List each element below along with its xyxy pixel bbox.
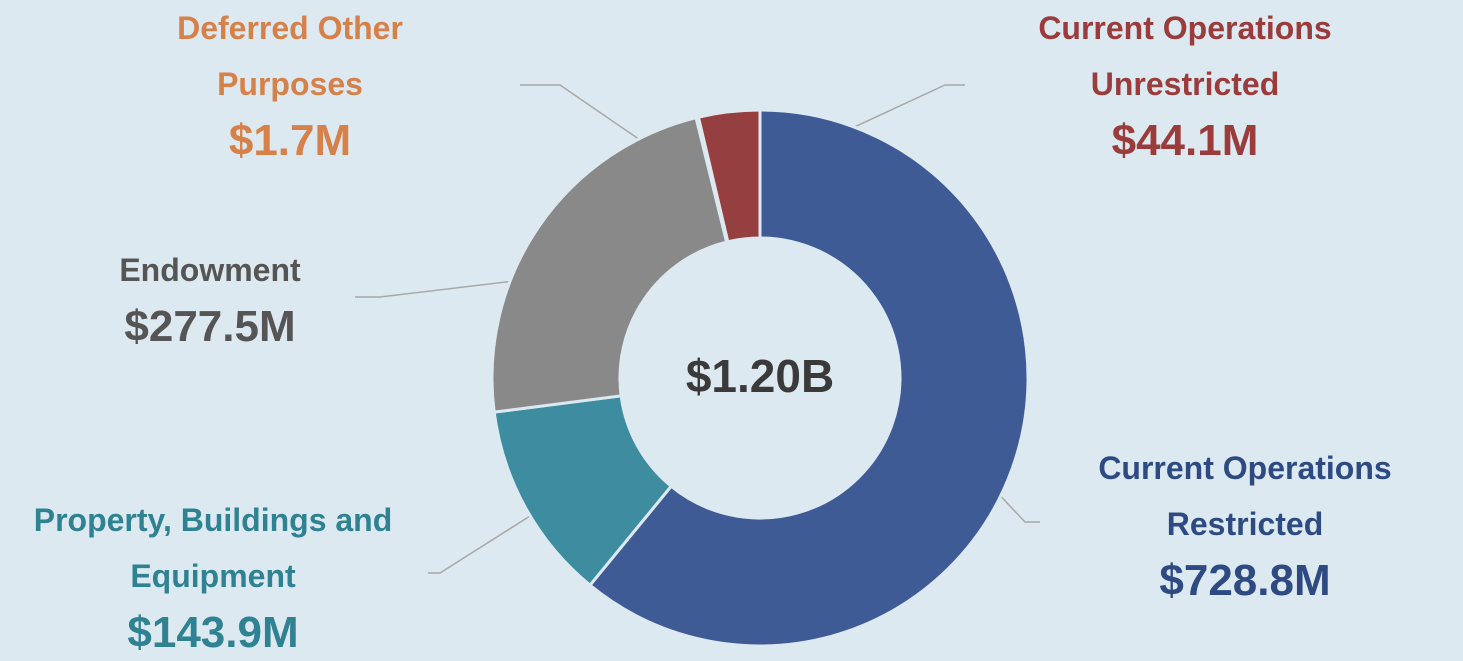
category-label: Deferred Other Purposes	[177, 10, 403, 102]
chart: $1.20B	[355, 84, 1040, 647]
slice	[490, 115, 729, 414]
value-label: $728.8M	[1159, 556, 1331, 605]
category-label: Current Operations Unrestricted	[1038, 10, 1332, 102]
slice-label: Current Operations Unrestricted $44.1M	[975, 0, 1395, 169]
slice	[587, 108, 1030, 647]
slice	[696, 108, 762, 244]
page: $1.20B (() => { const data = JSON.parse(…	[33, 0, 1455, 657]
value-label: $143.9M	[127, 608, 299, 657]
value-label: $277.5M	[124, 302, 296, 351]
slice-label: Property, Buildings and Equipment $143.9M	[3, 492, 423, 661]
value-label: $44.1M	[1111, 116, 1259, 165]
value-label: $1.7M	[228, 116, 352, 165]
slice-label: Current Operations Restricted $728.8M	[1035, 440, 1455, 609]
center-label: $1.20B	[686, 350, 834, 402]
slice-label: Endowment $277.5M	[50, 242, 370, 355]
slice-label: Deferred Other Purposes $1.7M	[130, 0, 450, 169]
category-label: Property, Buildings and Equipment	[33, 502, 393, 594]
slices	[490, 108, 1030, 647]
category-label: Endowment	[119, 252, 301, 288]
category-label: Current Operations Restricted	[1098, 450, 1392, 542]
